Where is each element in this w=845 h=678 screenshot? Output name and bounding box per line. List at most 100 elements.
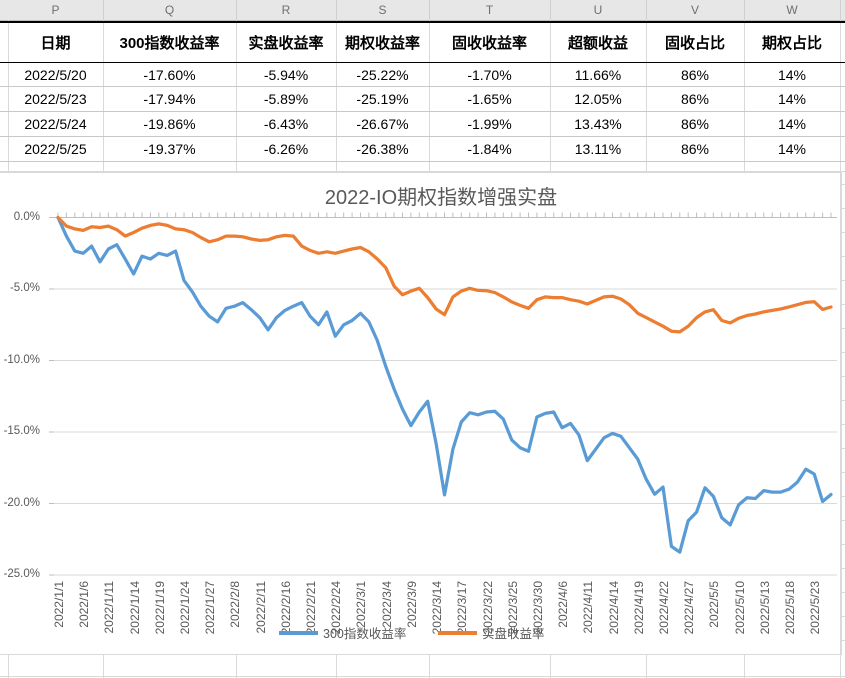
column-header-P[interactable]: P (8, 0, 104, 20)
x-tick-label: 2022/4/22 (656, 581, 671, 635)
column-gridline (744, 654, 745, 678)
legend-item-shipan[interactable]: 实盘收益率 (438, 623, 545, 642)
column-gridline (744, 20, 745, 172)
header-cell-6[interactable]: 固收占比 (664, 34, 725, 52)
y-tick-label: -20.0% (3, 496, 40, 509)
table-cell-r1-c2[interactable]: -5.89% (263, 90, 309, 107)
table-cell-r2-c3[interactable]: -26.67% (356, 115, 409, 132)
column-header-S[interactable]: S (336, 0, 430, 20)
x-tick-label: 2022/1/24 (178, 581, 193, 635)
header-cell-1[interactable]: 300指数收益率 (119, 34, 220, 52)
header-cell-2[interactable]: 实盘收益率 (248, 34, 324, 52)
table-cell-r3-c6[interactable]: 86% (680, 140, 710, 157)
x-tick-label: 2022/5/10 (732, 581, 747, 635)
table-top-border (0, 20, 845, 23)
table-cell-r0-c5[interactable]: 11.66% (574, 67, 622, 84)
table-cell-r1-c0[interactable]: 2022/5/23 (24, 90, 87, 107)
x-tick-label: 2022/3/1 (354, 581, 369, 628)
row-gridline-stub (841, 184, 845, 185)
table-cell-r3-c1[interactable]: -19.37% (143, 140, 196, 157)
x-tick-label: 2022/1/6 (77, 581, 92, 628)
column-header-T[interactable]: T (429, 0, 551, 20)
column-gridline (550, 654, 551, 678)
x-tick-label: 2022/2/8 (228, 581, 243, 628)
row-gridline-stub (841, 424, 845, 425)
column-gridline (840, 172, 841, 654)
table-cell-r3-c4[interactable]: -1.84% (467, 140, 512, 157)
table-cell-r0-c2[interactable]: -5.94% (263, 67, 309, 84)
x-tick-label: 2022/4/19 (631, 581, 646, 635)
x-tick-label: 2022/1/19 (152, 581, 167, 635)
x-tick-label: 2022/5/18 (782, 581, 797, 635)
table-cell-r2-c7[interactable]: 14% (777, 115, 807, 132)
table-cell-r0-c4[interactable]: -1.70% (467, 67, 512, 84)
y-tick-label: 0.0% (13, 210, 40, 223)
column-header-Q[interactable]: Q (103, 0, 237, 20)
column-header-W[interactable]: W (744, 0, 841, 20)
chart-title: 2022-IO期权指数增强实盘 (324, 187, 558, 209)
legend-swatch-300-icon (279, 630, 318, 635)
table-cell-r0-c0[interactable]: 2022/5/20 (24, 67, 87, 84)
x-tick-label: 2022/3/30 (530, 581, 545, 635)
column-gridline (103, 654, 104, 678)
x-tick-label: 2022/3/9 (404, 581, 419, 628)
x-tick-label: 2022/4/11 (581, 581, 596, 634)
row-gridline-stub (841, 208, 845, 209)
column-gridline (336, 20, 337, 172)
header-cell-4[interactable]: 固收收益率 (451, 34, 527, 52)
column-header-U[interactable]: U (550, 0, 647, 20)
column-gridline (8, 20, 9, 172)
chart[interactable]: 2022-IO期权指数增强实盘 0.0% -5.0% -10.0% -15.0% -20… (0, 172, 842, 655)
row-gridline-stub (841, 448, 845, 449)
header-cell-3[interactable]: 期权收益率 (344, 34, 420, 52)
column-gridline (646, 654, 647, 678)
table-cell-r1-c7[interactable]: 14% (777, 90, 807, 107)
table-cell-r2-c1[interactable]: -19.86% (143, 115, 196, 132)
row-gridline (0, 676, 845, 677)
x-tick-label: 2022/5/23 (808, 581, 823, 635)
table-cell-r1-c5[interactable]: 12.05% (574, 90, 622, 107)
row-gridline-stub (841, 232, 845, 233)
table-cell-r3-c3[interactable]: -26.38% (356, 140, 409, 157)
table-cell-r2-c6[interactable]: 86% (680, 115, 710, 132)
x-tick-label: 2022/2/21 (304, 581, 319, 635)
series-line-0[interactable] (56, 215, 833, 554)
row-gridline (0, 161, 845, 162)
x-tick-label: 2022/3/4 (379, 581, 394, 628)
table-cell-r3-c5[interactable]: 13.11% (574, 140, 622, 157)
column-header-R[interactable]: R (236, 0, 337, 20)
table-cell-r1-c6[interactable]: 86% (680, 90, 710, 107)
y-tick-label: -5.0% (9, 282, 40, 294)
row-gridline-stub (841, 640, 845, 641)
table-cell-r3-c0[interactable]: 2022/5/25 (24, 140, 87, 157)
table-cell-r0-c1[interactable]: -17.60% (143, 67, 196, 84)
table-cell-r3-c2[interactable]: -6.26% (263, 140, 309, 157)
y-tick-label: -25.0% (3, 568, 40, 580)
row-gridline-stub (841, 472, 845, 473)
table-cell-r3-c7[interactable]: 14% (777, 140, 807, 157)
legend-item-300[interactable]: 300指数收益率 (279, 623, 406, 642)
column-header-V[interactable]: V (646, 0, 745, 20)
table-cell-r2-c2[interactable]: -6.43% (263, 115, 309, 132)
table-cell-r1-c4[interactable]: -1.65% (467, 90, 512, 107)
table-cell-r0-c3[interactable]: -25.22% (356, 67, 409, 84)
table-cell-r2-c4[interactable]: -1.99% (467, 115, 512, 132)
header-cell-5[interactable]: 超额收益 (567, 34, 628, 52)
header-cell-7[interactable]: 期权占比 (761, 34, 822, 52)
row-gridline-stub (841, 328, 845, 329)
row-gridline-stub (841, 592, 845, 593)
row-gridline-stub (841, 304, 845, 305)
table-cell-r0-c7[interactable]: 14% (777, 67, 807, 84)
legend-label-300: 300指数收益率 (323, 627, 407, 641)
header-cell-0[interactable]: 日期 (40, 34, 71, 52)
table-cell-r0-c6[interactable]: 86% (680, 67, 710, 84)
column-gridline (336, 654, 337, 678)
x-tick-label: 2022/3/14 (430, 581, 445, 635)
table-cell-r1-c1[interactable]: -17.94% (143, 90, 196, 107)
column-gridline (429, 654, 430, 678)
table-cell-r2-c5[interactable]: 13.43% (574, 115, 622, 132)
series-line-1[interactable] (56, 215, 833, 334)
table-cell-r1-c3[interactable]: -25.19% (356, 90, 409, 107)
table-cell-r2-c0[interactable]: 2022/5/24 (24, 115, 87, 132)
